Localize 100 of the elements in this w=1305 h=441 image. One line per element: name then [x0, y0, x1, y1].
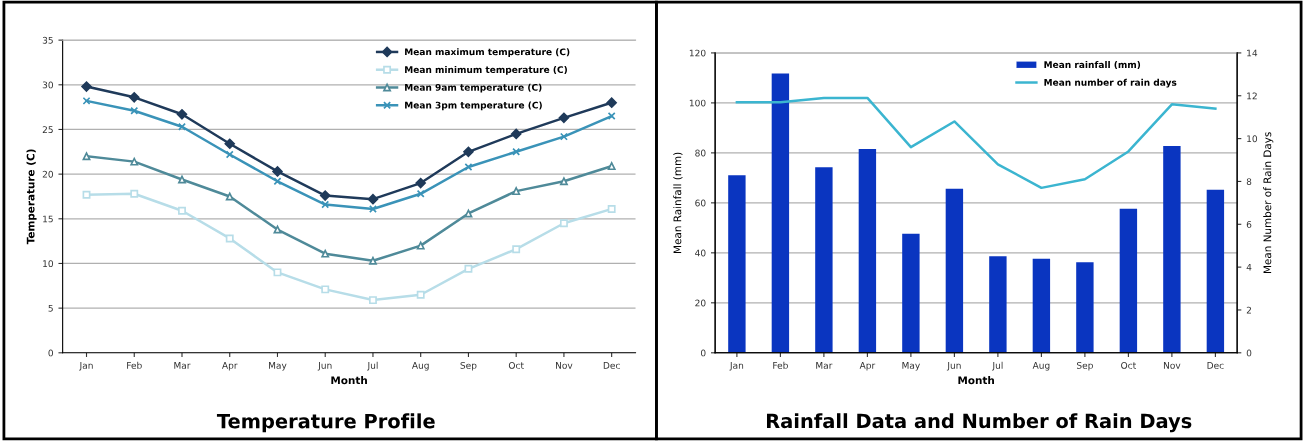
x-tick-label: Feb — [773, 361, 788, 369]
y2-tick-label: 10 — [1247, 135, 1258, 143]
text: Temperature Profile — [216, 413, 435, 433]
y-tick-label: 120 — [689, 49, 706, 57]
y-axis-title: Mean Rainfall (mm) — [673, 152, 683, 253]
point — [416, 241, 425, 250]
legend-label: Mean rainfall (mm) — [1044, 61, 1141, 70]
point — [321, 249, 330, 258]
y-tick-label: 10 — [43, 260, 54, 268]
x-tick-label: May — [902, 362, 920, 371]
x-tick-label: Sep — [1076, 361, 1093, 371]
bar — [1206, 189, 1225, 353]
y-tick-label: 60 — [695, 199, 706, 207]
y-tick-label: 20 — [42, 170, 54, 178]
bar — [945, 188, 964, 353]
y-tick-label: 20 — [695, 299, 706, 307]
point — [224, 138, 235, 150]
point — [512, 147, 521, 156]
x-tick-label: Oct — [508, 361, 524, 369]
y-axis-title: Temperature (C) — [26, 149, 37, 245]
x-tick-label: Mar — [174, 362, 191, 369]
x-tick-label: Apr — [859, 362, 876, 371]
point — [225, 234, 234, 243]
x-tick-label: Oct — [1121, 361, 1136, 369]
bar — [1032, 258, 1051, 353]
point — [81, 81, 92, 92]
x-tick-label: Sep — [460, 361, 477, 371]
point — [368, 205, 377, 213]
y2-tick-label: 14 — [1247, 49, 1258, 57]
x-tick-label: Jul — [367, 361, 378, 371]
point — [82, 190, 91, 199]
y-tick-label: 100 — [689, 99, 706, 107]
point — [558, 112, 570, 124]
point — [415, 177, 426, 189]
x-tick-label: Jan — [729, 362, 744, 371]
point — [176, 109, 188, 120]
point — [512, 245, 521, 254]
x-tick-label: Apr — [222, 362, 238, 371]
point — [368, 256, 377, 265]
x-axis-title: Month — [331, 376, 367, 385]
bar — [771, 73, 790, 353]
point — [130, 106, 139, 115]
y-tick-label: 15 — [43, 215, 53, 223]
x-tick-label: Jul — [991, 361, 1003, 371]
bar — [1119, 208, 1138, 353]
x-tick-label: Dec — [603, 362, 620, 369]
point — [273, 268, 282, 277]
point — [367, 193, 379, 205]
text: Rainfall Data and Number of Rain Days — [766, 413, 1192, 433]
bar — [815, 167, 833, 353]
y2-tick-label: 4 — [1246, 263, 1252, 271]
point — [559, 219, 568, 228]
x-tick-label: May — [269, 362, 287, 371]
x-tick-label: Feb — [127, 361, 142, 369]
bar — [1076, 262, 1094, 353]
x-tick-label: Dec — [1207, 362, 1224, 369]
point — [82, 152, 91, 161]
y-tick-label: 25 — [42, 126, 53, 134]
y-tick-label: 35 — [42, 36, 53, 44]
bar — [858, 148, 877, 353]
line-series — [735, 96, 1217, 190]
y-tick-label: 40 — [695, 249, 706, 257]
y-tick-label: 0 — [48, 349, 54, 357]
legend-label: Mean 9am temperature (C) — [405, 83, 542, 93]
point — [130, 189, 139, 198]
x-axis-title: Month — [958, 376, 994, 385]
bar — [902, 233, 920, 353]
x-tick-label: Aug — [411, 362, 429, 371]
point — [559, 177, 568, 186]
point — [368, 296, 377, 305]
point — [463, 146, 474, 158]
y-tick-label: 5 — [48, 304, 53, 312]
legend-label: Mean 3pm temperature (C) — [405, 101, 542, 111]
point — [607, 205, 616, 213]
point — [321, 285, 330, 294]
point — [464, 209, 473, 218]
x-tick-label: Jun — [317, 362, 332, 371]
point — [128, 92, 140, 103]
legend-label: Mean number of rain days — [1044, 78, 1177, 88]
legend-label: Mean maximum temperature (C) — [405, 48, 570, 57]
x-tick-label: Mar — [816, 362, 833, 369]
point — [416, 189, 425, 198]
y2-tick-label: 2 — [1246, 306, 1252, 314]
point — [510, 128, 522, 140]
y2-tick-label: 0 — [1246, 349, 1252, 357]
y2-axis-title: Mean Number of Rain Days — [1263, 132, 1274, 274]
bar — [989, 256, 1007, 353]
point — [319, 190, 331, 201]
x-tick-label: Nov — [556, 362, 573, 369]
point — [272, 166, 283, 177]
point — [464, 264, 473, 273]
point — [130, 157, 139, 166]
x-tick-label: Jun — [946, 362, 961, 371]
bar — [728, 175, 746, 353]
y2-tick-label: 8 — [1246, 178, 1252, 185]
point — [606, 97, 617, 108]
x-tick-label: Jan — [79, 362, 93, 371]
y2-tick-label: 6 — [1246, 221, 1252, 228]
point — [416, 290, 425, 299]
y-tick-label: 0 — [700, 349, 706, 357]
